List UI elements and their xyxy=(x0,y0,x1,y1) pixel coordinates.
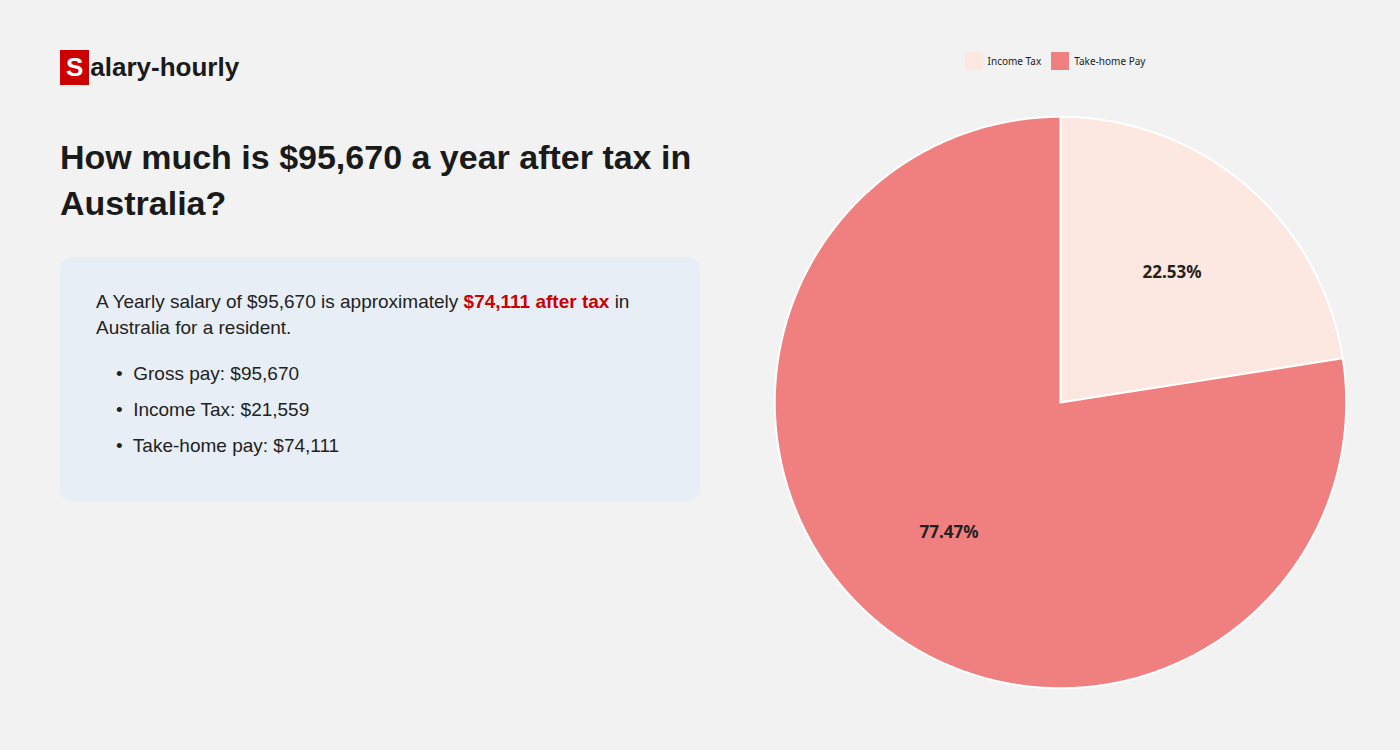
html-text:• Take-home pay: $74,111: • Take-home pay: $74,111 xyxy=(116,434,340,456)
html-text:• Income Tax: $21,559: • Income Tax: $21,559 xyxy=(116,398,310,420)
html-text:Australia for a resident.: Australia for a resident. xyxy=(96,316,292,338)
html-text:A Yearly salary of $95,670 is: A Yearly salary of $95,670 is approximat… xyxy=(96,290,630,312)
html-text:S alary-hourly: S alary-hourly xyxy=(66,52,240,82)
html-text:Income Tax: Income Tax xyxy=(987,53,1042,68)
svg-text:22.53%: 22.53% xyxy=(1142,260,1201,283)
html-text:Take-home Pay: Take-home Pay xyxy=(1074,53,1146,68)
html-text:• Gross pay: $95,670: • Gross pay: $95,670 xyxy=(116,362,299,384)
svg-text:77.47%: 77.47% xyxy=(920,520,979,543)
html-text:How much is $95,670 a year aft: How much is $95,670 a year after tax in … xyxy=(60,138,692,222)
